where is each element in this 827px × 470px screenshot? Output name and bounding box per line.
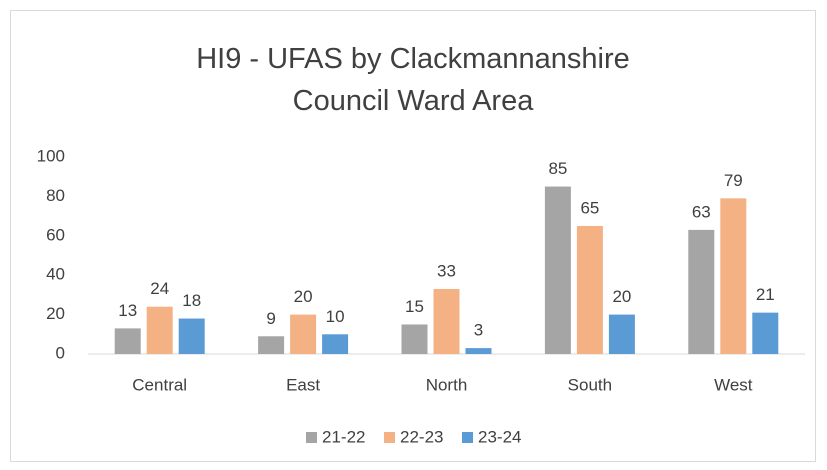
x-tick-label: West: [714, 375, 753, 394]
x-tick-label: Central: [132, 375, 187, 394]
bar: [720, 198, 747, 354]
bar: [433, 288, 460, 354]
x-tick-label: North: [426, 375, 468, 394]
y-tick-label: 20: [46, 304, 65, 323]
bar: [576, 225, 603, 354]
data-label: 9: [266, 309, 275, 328]
bar: [465, 348, 492, 354]
data-label: 85: [548, 159, 567, 178]
legend-swatch: [462, 432, 473, 443]
legend-label: 22-23: [400, 427, 443, 446]
bar: [290, 314, 317, 354]
data-label: 79: [724, 171, 743, 190]
data-label: 15: [405, 297, 424, 316]
bar: [544, 186, 571, 354]
y-tick-label: 40: [46, 265, 65, 284]
data-label: 3: [474, 321, 483, 340]
y-tick-label: 100: [37, 146, 65, 165]
y-tick-label: 80: [46, 186, 65, 205]
legend-label: 21-22: [322, 427, 365, 446]
chart-title: HI9 - UFAS by Clackmannanshire Council W…: [196, 43, 630, 117]
data-label: 20: [294, 287, 313, 306]
data-label: 63: [692, 202, 711, 221]
data-label: 24: [150, 279, 169, 298]
data-label: 20: [612, 287, 631, 306]
bar: [258, 336, 285, 354]
data-label: 18: [182, 291, 201, 310]
chart-border: [10, 10, 816, 462]
x-tick-label: East: [286, 375, 320, 394]
y-tick-label: 0: [56, 343, 65, 362]
bar: [146, 306, 173, 354]
bar: [688, 229, 715, 354]
data-label: 65: [580, 198, 599, 217]
bar: [322, 334, 349, 354]
data-label: 33: [437, 261, 456, 280]
y-tick-label: 60: [46, 225, 65, 244]
bar: [401, 324, 428, 354]
data-label: 21: [756, 285, 775, 304]
legend-label: 23-24: [478, 427, 521, 446]
data-label: 10: [326, 307, 345, 326]
bar: [114, 328, 141, 354]
bar: [178, 318, 205, 354]
x-tick-label: South: [568, 375, 612, 394]
data-label: 13: [118, 301, 137, 320]
legend-swatch: [306, 432, 317, 443]
bar: [752, 312, 779, 354]
legend-swatch: [384, 432, 395, 443]
bar: [608, 314, 635, 354]
